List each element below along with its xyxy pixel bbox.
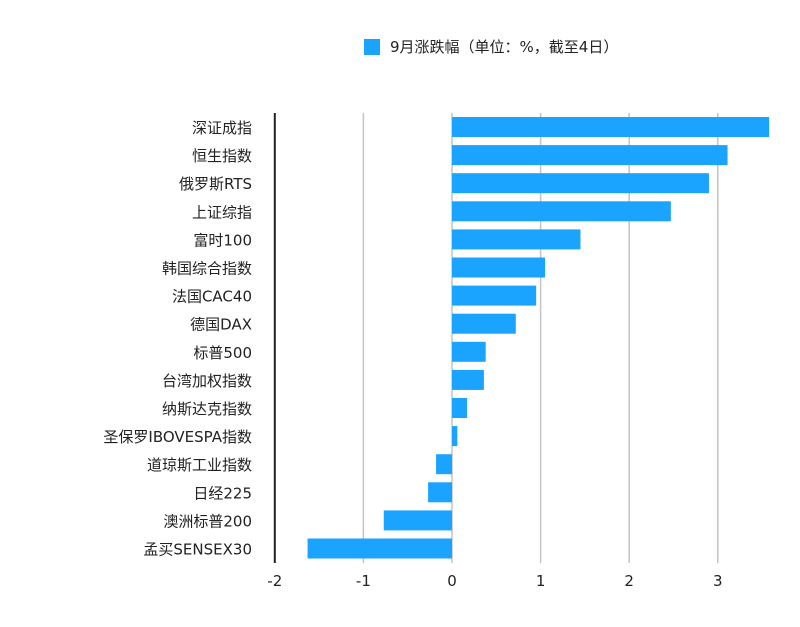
category-label: 日经225 (193, 484, 252, 502)
bar (452, 117, 770, 137)
category-label: 上证综指 (192, 203, 252, 221)
category-label: 道琼斯工业指数 (147, 456, 252, 474)
legend: 9月涨跌幅（单位：%，截至4日） (364, 36, 618, 57)
bar (452, 313, 516, 334)
x-tick-label: -2 (267, 572, 282, 590)
bar (452, 341, 486, 362)
x-tick-label: -1 (356, 572, 371, 590)
category-label: 纳斯达克指数 (162, 400, 252, 418)
bar (452, 426, 458, 447)
category-label: 俄罗斯RTS (179, 175, 252, 193)
bar (452, 257, 546, 278)
category-label: 圣保罗IBOVESPA指数 (103, 428, 252, 446)
x-tick-label: 2 (624, 572, 634, 590)
x-tick-label: 0 (447, 572, 457, 590)
bar (452, 173, 709, 194)
bar (452, 145, 728, 166)
category-label: 澳洲标普200 (163, 512, 252, 530)
bar (383, 510, 452, 531)
legend-label: 9月涨跌幅（单位：%，截至4日） (390, 38, 619, 56)
category-label: 德国DAX (190, 316, 252, 334)
bar (452, 285, 537, 306)
category-label: 标普500 (193, 344, 252, 362)
bar (452, 398, 468, 418)
legend-swatch (364, 38, 380, 55)
category-label: 富时100 (193, 231, 252, 249)
x-tick-label: 1 (536, 572, 546, 590)
category-label: 孟买SENSEX30 (143, 541, 252, 559)
bar (436, 454, 452, 475)
category-label: 台湾加权指数 (162, 372, 252, 390)
category-label: 韩国综合指数 (162, 260, 252, 278)
bar (428, 482, 452, 503)
bar (452, 229, 581, 250)
bar (307, 538, 452, 559)
category-label: 恒生指数 (192, 147, 252, 165)
category-label: 深证成指 (192, 119, 252, 137)
bar (452, 201, 671, 222)
category-label: 法国CAC40 (172, 288, 252, 306)
bar (452, 369, 484, 390)
x-tick-label: 3 (713, 572, 723, 590)
